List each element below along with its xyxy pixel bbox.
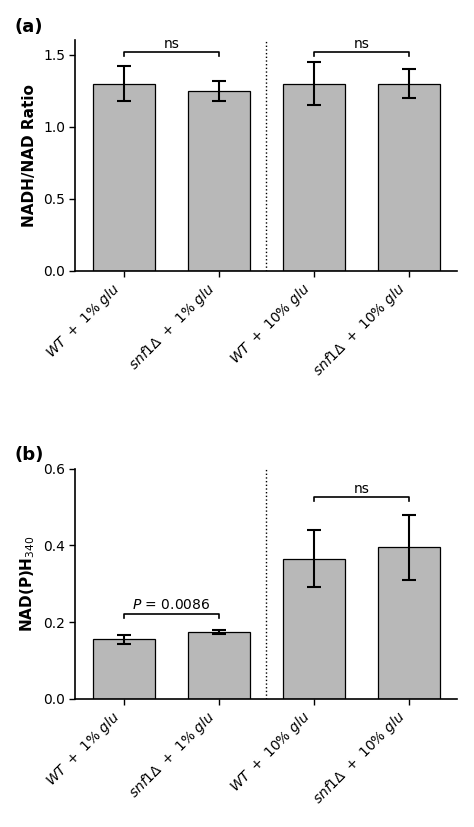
Text: ns: ns (354, 36, 369, 50)
Text: ns: ns (164, 36, 179, 50)
Text: (b): (b) (14, 446, 44, 464)
Bar (378, 547, 440, 699)
Text: (a): (a) (14, 18, 43, 36)
Bar (283, 84, 345, 270)
Bar (93, 84, 155, 270)
Text: $\it{WT\ +\ 10\%\ glu}$: $\it{WT\ +\ 10\%\ glu}$ (226, 708, 314, 796)
Text: ns: ns (354, 482, 369, 496)
Bar (188, 91, 250, 270)
Text: $\it{snf1\Delta\ +\ 10\%\ glu}$: $\it{snf1\Delta\ +\ 10\%\ glu}$ (309, 280, 409, 380)
Bar (378, 84, 440, 270)
Text: $\it{WT\ +\ 10\%\ glu}$: $\it{WT\ +\ 10\%\ glu}$ (226, 280, 314, 368)
Y-axis label: NADH/NAD Ratio: NADH/NAD Ratio (22, 84, 37, 227)
Text: $\it{P}$ = 0.0086: $\it{P}$ = 0.0086 (132, 598, 210, 612)
Text: $\it{snf1\Delta\ +\ 1\%\ glu}$: $\it{snf1\Delta\ +\ 1\%\ glu}$ (125, 280, 219, 374)
Bar (188, 632, 250, 699)
Text: $\it{snf1\Delta\ +\ 1\%\ glu}$: $\it{snf1\Delta\ +\ 1\%\ glu}$ (125, 708, 219, 801)
Text: $\it{snf1\Delta\ +\ 10\%\ glu}$: $\it{snf1\Delta\ +\ 10\%\ glu}$ (309, 708, 409, 808)
Bar (93, 639, 155, 699)
Text: $\it{WT\ +\ 1\%\ glu}$: $\it{WT\ +\ 1\%\ glu}$ (42, 280, 124, 361)
Y-axis label: NAD(P)H$_{340}$: NAD(P)H$_{340}$ (19, 535, 37, 632)
Text: $\it{WT\ +\ 1\%\ glu}$: $\it{WT\ +\ 1\%\ glu}$ (42, 708, 124, 790)
Bar (283, 559, 345, 699)
